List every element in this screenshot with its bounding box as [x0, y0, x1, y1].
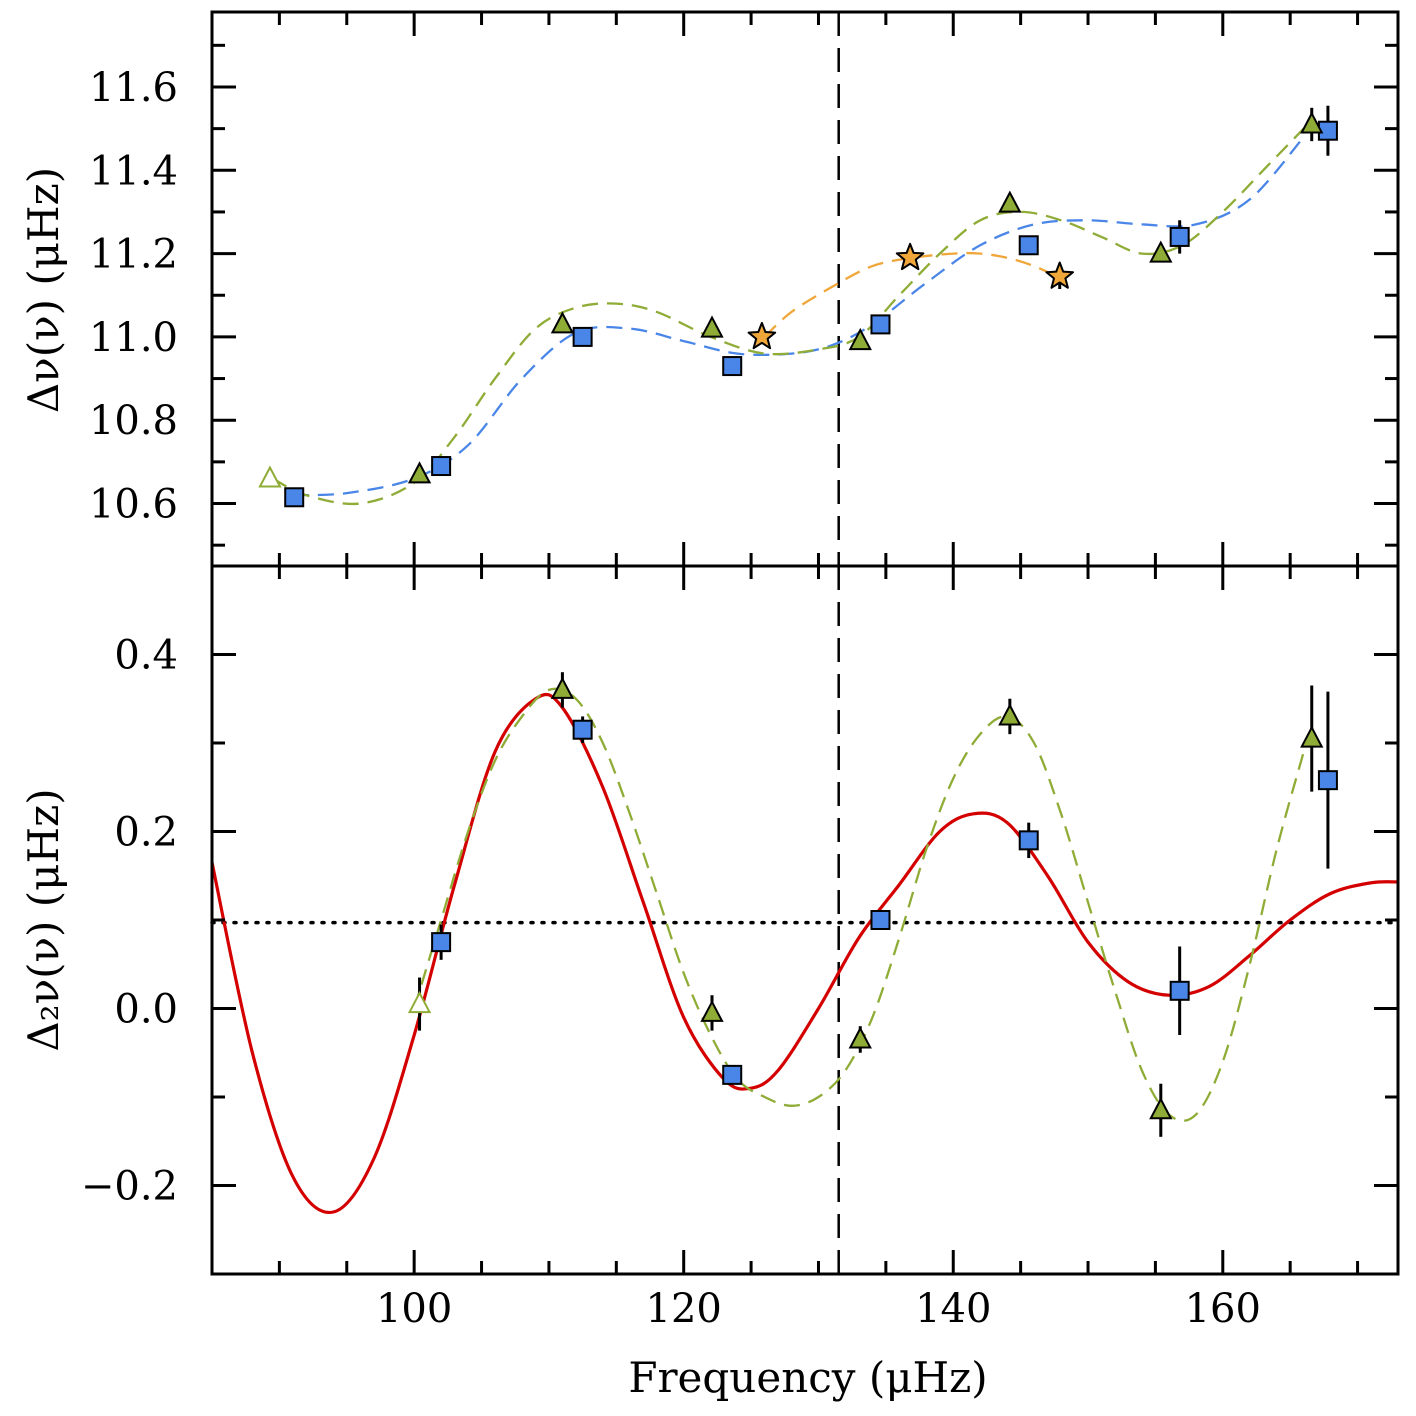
bottom-triangles-point-0: [407, 990, 432, 1014]
top-squares-point-5: [1018, 235, 1039, 256]
bottom-squares-point-4: [1018, 830, 1039, 851]
bottom-y-tick-label-3: 0.4: [114, 633, 178, 679]
top-stars-point-2: [1045, 261, 1074, 289]
bottom-triangles-point-1: [550, 676, 575, 699]
top-squares-point-0: [284, 487, 305, 508]
bottom-y-axis-label: Δ₂ν(ν) (μHz): [19, 788, 68, 1051]
bottom-frame: [210, 564, 1400, 1276]
bottom-squares-point-0: [431, 932, 452, 953]
top-triangles-point-6: [1149, 240, 1173, 263]
bottom-axes: 100 120 140 160 −0.2 0.0 0.2 0.4: [81, 564, 1400, 1332]
top-squares-point-4: [870, 314, 891, 335]
top-triangles-point-4: [848, 327, 872, 351]
bottom-data-points: [407, 672, 1338, 1137]
bottom-squares-point-6: [1317, 770, 1338, 791]
top-y-tick-label-0: 10.6: [89, 482, 178, 528]
top-blue-dashed-fit: [292, 136, 1305, 497]
top-y-axis-label: Δν(ν) (μHz): [19, 167, 68, 413]
top-stars-point-0: [747, 321, 777, 350]
bottom-triangles-point-4: [998, 703, 1022, 726]
top-green-dashed-fit: [272, 127, 1305, 506]
bottom-triangles-point-3: [848, 1026, 872, 1049]
top-triangles-point-1: [407, 461, 432, 484]
top-y-tick-label-1: 10.8: [89, 398, 178, 444]
x-tick-label-100: 100: [376, 1286, 452, 1332]
top-panel: 10.6 10.8 11.0 11.2 11.4 11.6: [89, 10, 1400, 568]
top-squares-point-2: [572, 326, 593, 347]
top-triangles-point-3: [700, 315, 724, 338]
bottom-y-tick-label-2: 0.2: [114, 810, 178, 856]
top-data-points: [258, 105, 1338, 508]
top-y-tick-label-4: 11.4: [89, 148, 178, 194]
top-y-tick-label-5: 11.6: [89, 65, 178, 111]
top-stars-point-1: [895, 242, 925, 271]
top-triangles-point-5: [998, 190, 1022, 213]
top-squares-point-1: [431, 456, 452, 477]
x-tick-label-120: 120: [646, 1286, 722, 1332]
top-triangles-point-0: [258, 465, 282, 488]
top-y-tick-label-2: 11.0: [89, 315, 178, 361]
top-triangles-point-7: [1300, 111, 1324, 134]
top-triangles-point-2: [550, 311, 575, 334]
bottom-fit-curves: [210, 566, 1400, 1274]
x-tick-label-140: 140: [915, 1286, 991, 1332]
top-frame: [210, 10, 1400, 568]
bottom-y-tick-label-0: −0.2: [81, 1164, 178, 1210]
bottom-y-tick-label-1: 0.0: [114, 987, 178, 1033]
top-axes: 10.6 10.8 11.0 11.2 11.4 11.6: [89, 10, 1400, 568]
top-squares-point-3: [722, 356, 743, 377]
top-squares-point-6: [1169, 226, 1190, 247]
bottom-triangles-point-2: [700, 999, 724, 1022]
bottom-triangles-point-5: [1149, 1097, 1173, 1120]
x-tick-label-160: 160: [1185, 1286, 1261, 1332]
top-fit-curves: [272, 12, 1305, 566]
top-y-tick-label-3: 11.2: [89, 232, 178, 278]
bottom-green-dashed-fit: [413, 687, 1305, 1122]
bottom-red-solid-fit: [210, 692, 1399, 1215]
bottom-squares-point-1: [572, 719, 593, 740]
bottom-squares-point-3: [870, 910, 891, 930]
bottom-panel: 100 120 140 160 −0.2 0.0 0.2 0.4: [81, 564, 1400, 1332]
bottom-triangles-point-6: [1300, 725, 1324, 748]
top-orange-dashed-fit: [763, 251, 1062, 338]
bottom-squares-point-5: [1169, 980, 1190, 1001]
x-axis-label: Frequency (μHz): [628, 1353, 987, 1402]
bottom-squares-point-2: [722, 1064, 743, 1085]
